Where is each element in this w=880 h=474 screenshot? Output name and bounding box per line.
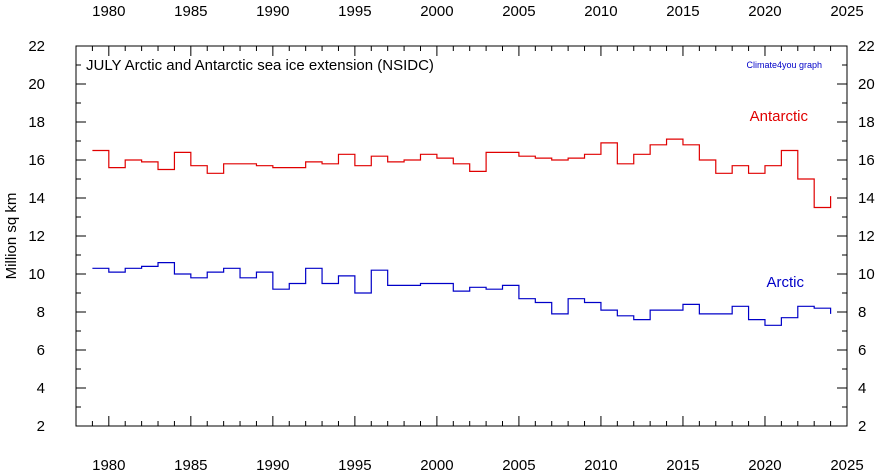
y-tick-label-right: 20 [858, 76, 875, 93]
y-tick-label-left: 18 [28, 114, 45, 131]
y-tick-label-left: 8 [37, 304, 45, 321]
y-tick-label-right: 10 [858, 266, 875, 283]
x-tick-label-bottom: 2000 [420, 457, 453, 474]
x-tick-label-bottom: 2010 [584, 457, 617, 474]
y-tick-label-left: 10 [28, 266, 45, 283]
y-tick-label-left: 20 [28, 76, 45, 93]
y-tick-label-left: 16 [28, 152, 45, 169]
y-tick-label-left: 2 [37, 418, 45, 435]
series-layer [92, 138, 832, 326]
x-tick-label-top: 1980 [92, 3, 125, 20]
chart-title: JULY Arctic and Antarctic sea ice extens… [86, 57, 434, 74]
y-tick-label-right: 6 [858, 342, 866, 359]
y-tick-label-right: 2 [858, 418, 866, 435]
series-line-arctic [92, 262, 832, 326]
x-tick-label-top: 1985 [174, 3, 207, 20]
x-tick-label-top: 1995 [338, 3, 371, 20]
x-tick-label-top: 2000 [420, 3, 453, 20]
y-tick-label-right: 4 [858, 380, 866, 397]
y-tick-label-right: 14 [858, 190, 875, 207]
y-tick-label-right: 22 [858, 38, 875, 55]
x-tick-label-top: 2025 [830, 3, 863, 20]
y-axis-label: Million sq km [3, 193, 20, 280]
series-line-antarctic [92, 138, 832, 209]
y-tick-label-right: 12 [858, 228, 875, 245]
series-label-antarctic: Antarctic [750, 108, 809, 125]
x-ticks: 1980 1980 1985 1985 1990 1990 1995 1995 2000 2000… [75, 3, 864, 474]
series-label-arctic: Arctic [767, 274, 805, 291]
x-tick-label-bottom: 1995 [338, 457, 371, 474]
y-tick-label-left: 14 [28, 190, 45, 207]
y-tick-label-right: 8 [858, 304, 866, 321]
x-tick-label-bottom: 1980 [92, 457, 125, 474]
plot-area-frame [75, 45, 848, 427]
x-tick-label-bottom: 1985 [174, 457, 207, 474]
x-tick-label-bottom: 2015 [666, 457, 699, 474]
y-tick-label-right: 16 [858, 152, 875, 169]
y-tick-label-left: 12 [28, 228, 45, 245]
x-tick-label-bottom: 1990 [256, 457, 289, 474]
y-tick-label-right: 18 [858, 114, 875, 131]
x-tick-label-bottom: 2020 [748, 457, 781, 474]
x-tick-label-top: 2005 [502, 3, 535, 20]
y-tick-label-left: 6 [37, 342, 45, 359]
x-tick-label-top: 1990 [256, 3, 289, 20]
x-tick-label-bottom: 2005 [502, 457, 535, 474]
x-tick-label-top: 2015 [666, 3, 699, 20]
credit-label: Climate4you graph [746, 60, 822, 70]
y-tick-label-left: 22 [28, 38, 45, 55]
x-tick-label-bottom: 2025 [830, 457, 863, 474]
x-tick-label-top: 2010 [584, 3, 617, 20]
y-tick-label-left: 4 [37, 380, 45, 397]
x-tick-label-top: 2020 [748, 3, 781, 20]
